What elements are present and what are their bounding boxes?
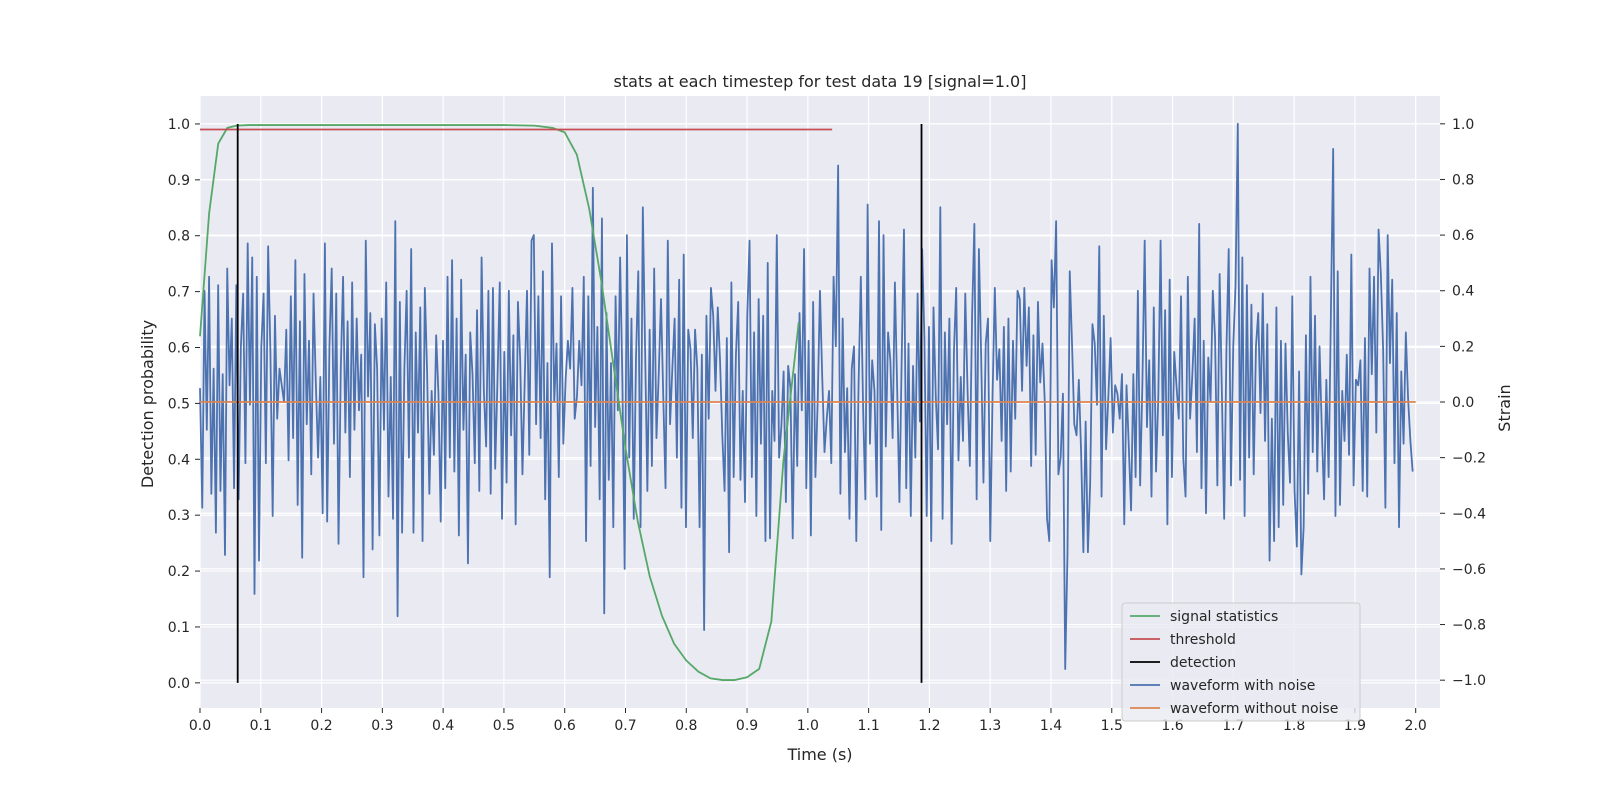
y2-axis-title: Strain xyxy=(1495,384,1514,431)
y2-tick-label: 0.2 xyxy=(1452,339,1474,355)
x-tick-label: 0.0 xyxy=(189,718,211,734)
chart-title: stats at each timestep for test data 19 … xyxy=(614,72,1027,91)
y-tick-label: 0.3 xyxy=(168,508,190,524)
x-tick-label: 2.0 xyxy=(1405,718,1427,734)
y-tick-label: 0.4 xyxy=(168,452,190,468)
x-tick-label: 1.9 xyxy=(1344,718,1366,734)
y2-tick-label: 0.6 xyxy=(1452,228,1474,244)
y-tick-label: 0.6 xyxy=(168,341,190,357)
y-tick-labels: 0.0 0.1 0.2 0.3 0.4 0.5 0.6 0.7 0.8 0.9 1.0 xyxy=(168,117,200,692)
x-tick-label: 0.8 xyxy=(675,718,697,734)
y2-tick-label: 0.0 xyxy=(1452,395,1474,411)
x-tick-label: 1.7 xyxy=(1222,718,1244,734)
legend-label-threshold: threshold xyxy=(1170,632,1236,648)
y-tick-label: 0.2 xyxy=(168,564,190,580)
legend-label-signal-statistics: signal statistics xyxy=(1170,609,1278,625)
x-tick-label: 1.2 xyxy=(918,718,940,734)
legend-box xyxy=(1121,602,1361,722)
y2-tick-label: −0.4 xyxy=(1452,506,1486,522)
x-tick-label: 1.4 xyxy=(1040,718,1062,734)
x-axis-title: Time (s) xyxy=(786,745,852,764)
x-tick-label: 0.9 xyxy=(736,718,758,734)
y-tick-label: 0.8 xyxy=(168,229,190,245)
y-tick-label: 0.5 xyxy=(168,396,190,412)
series-layer xyxy=(199,122,1416,683)
y2-tick-label: −0.8 xyxy=(1452,618,1486,634)
legend-label-waveform-without-noise: waveform without noise xyxy=(1170,701,1338,717)
x-tick-label: 1.8 xyxy=(1283,718,1305,734)
x-tick-label: 1.6 xyxy=(1161,718,1183,734)
series-line-signal-statistics xyxy=(199,124,800,681)
y-axis-title: Detection probability xyxy=(138,320,157,488)
y2-tick-label: −0.6 xyxy=(1452,562,1486,578)
x-tick-label: 1.1 xyxy=(857,718,879,734)
x-tick-labels: 0.0 0.1 0.2 0.3 0.4 0.5 0.6 0.7 0.8 0.9 1.0 1.1 1.2 1… xyxy=(189,708,1427,734)
y-tick-label: 0.9 xyxy=(168,173,190,189)
y2-tick-labels: −1.0 −0.8 −0.6 −0.4 −0.2 0.0 0.2 0.4 0.6 0.8 1.0 xyxy=(1440,117,1486,689)
x-tick-label: 0.7 xyxy=(614,718,636,734)
x-tick-label: 1.0 xyxy=(797,718,819,734)
legend: signal statistics threshold detection wa… xyxy=(1121,602,1361,722)
x-tick-label: 0.4 xyxy=(432,718,454,734)
x-tick-label: 0.1 xyxy=(250,718,272,734)
x-tick-label: 0.6 xyxy=(554,718,576,734)
y-tick-label: 0.1 xyxy=(168,620,190,636)
y-tick-label: 1.0 xyxy=(168,117,190,133)
x-tick-label: 1.5 xyxy=(1101,718,1123,734)
x-tick-label: 0.2 xyxy=(310,718,332,734)
y2-tick-label: 0.4 xyxy=(1452,284,1474,300)
x-tick-label: 0.5 xyxy=(493,718,515,734)
y2-tick-label: −1.0 xyxy=(1452,673,1486,689)
y-tick-label: 0.7 xyxy=(168,285,190,301)
legend-label-detection: detection xyxy=(1170,655,1236,671)
y2-tick-label: −0.2 xyxy=(1452,451,1486,467)
y2-tick-label: 0.8 xyxy=(1452,172,1474,188)
y-tick-label: 0.0 xyxy=(168,676,190,692)
legend-label-waveform-with-noise: waveform with noise xyxy=(1170,678,1315,694)
y2-tick-label: 1.0 xyxy=(1452,117,1474,133)
x-tick-label: 1.3 xyxy=(979,718,1001,734)
x-tick-label: 0.3 xyxy=(371,718,393,734)
